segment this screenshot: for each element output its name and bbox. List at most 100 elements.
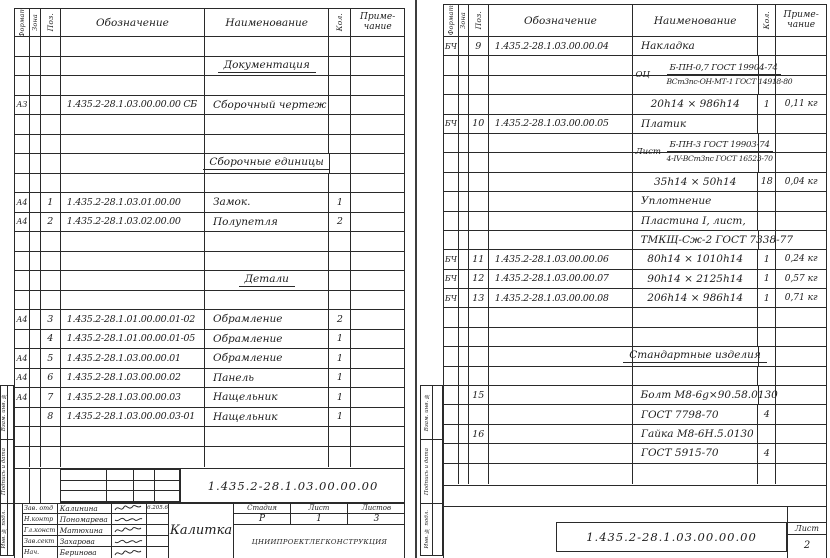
cell-designation xyxy=(61,115,206,134)
frame-line xyxy=(443,486,444,558)
cell-note xyxy=(776,37,826,55)
cell-pos xyxy=(469,95,489,114)
spec-row: Лист 4-IV-ВСт3пс ГОСТ 16523-70 xyxy=(444,147,826,173)
signature-name: Матюхина xyxy=(58,525,113,535)
spec-row xyxy=(15,290,404,310)
cell-zone xyxy=(459,230,469,250)
cell-zone xyxy=(30,290,41,309)
cell-qty xyxy=(758,211,777,230)
cell-note xyxy=(351,369,404,388)
cell-qty: 1 xyxy=(758,269,777,289)
cell-pos xyxy=(469,308,489,327)
header-pos: Поз. xyxy=(41,9,61,36)
spec-row: ГОСТ 7798-70 4 xyxy=(444,405,826,425)
cell-pos: 10 xyxy=(469,114,489,133)
cell-designation xyxy=(489,347,633,366)
cell-format xyxy=(15,290,30,309)
signature-row: Гл.конст Матюхина xyxy=(23,525,168,536)
cell-note xyxy=(776,212,826,230)
cell-name: Лист 4-IV-ВСт3пс ГОСТ 16523-70 xyxy=(633,147,773,172)
cell-note xyxy=(351,427,404,446)
spec-row: 20h14 × 986h14 1 0,11 кг xyxy=(444,95,826,115)
cell-designation: 1.435.2-28.1.03.00.00.08 xyxy=(489,289,634,308)
cell-format xyxy=(444,405,459,424)
cell-zone xyxy=(459,153,469,172)
cell-note xyxy=(776,405,826,423)
header-label: Формат xyxy=(17,9,26,36)
signature-role: Зав. отд xyxy=(23,503,58,513)
cell-designation xyxy=(61,134,206,153)
cell-format xyxy=(15,154,30,173)
cell-note xyxy=(351,115,404,134)
cell-qty: 1 xyxy=(329,349,352,368)
spec-row: А4 3 1.435.2-28.1.01.00.00.01-02 Обрамление… xyxy=(15,310,404,330)
cell-format: А4 xyxy=(15,193,30,212)
cell-designation: 1.435.2-28.1.03.00.00.07 xyxy=(489,269,634,289)
spec-row xyxy=(15,76,404,96)
cell-designation xyxy=(489,386,633,405)
cell-zone xyxy=(459,211,469,230)
spec-row xyxy=(444,327,826,348)
cell-qty xyxy=(329,446,352,467)
header-designation: Обозначение xyxy=(489,5,634,36)
revision-table xyxy=(60,469,180,503)
cell-designation xyxy=(61,232,206,251)
cell-qty xyxy=(329,427,352,446)
cell-pos: 3 xyxy=(41,310,61,329)
cell-pos: 8 xyxy=(41,407,61,426)
cell-pos: 6 xyxy=(41,368,61,387)
cell-qty: 1 xyxy=(329,368,352,387)
signature-scribble xyxy=(112,536,148,546)
spec-row xyxy=(15,134,404,154)
margin-stamp-label: Инв. № подл. xyxy=(1,504,8,555)
spec-row: 4 1.435.2-28.1.01.00.00.01-05 Обрамление 1 xyxy=(15,329,404,349)
header-designation: Обозначение xyxy=(61,9,206,36)
note-header-label: Приме-чание xyxy=(784,10,819,30)
sheets-label: Листов xyxy=(361,504,392,512)
signature-name: Калинина xyxy=(58,503,113,513)
cell-pos xyxy=(41,56,61,75)
cell-format: А4 xyxy=(15,368,30,387)
margin-stamp-label: Инв. № подл. xyxy=(421,504,433,555)
cell-name: ТМКЩ-Сж-2 ГОСТ 7338-77 xyxy=(633,230,793,250)
doc-number: 1.435.2-28.1.03.00.00.00 xyxy=(180,469,405,503)
cell-zone xyxy=(459,308,469,327)
stage-block: Стадия Лист Листов Р 1 3 ЦНИИПРОЕКТЛЕГКО… xyxy=(234,503,405,558)
cell-zone xyxy=(459,133,469,153)
spec-row xyxy=(15,232,404,252)
cell-designation: 1.435.2-28.1.03.00.00.05 xyxy=(489,114,633,133)
cell-note xyxy=(776,367,826,385)
cell-zone xyxy=(30,115,41,134)
cell-qty xyxy=(329,232,352,251)
spec-row: А4 2 1.435.2-28.1.03.02.00.00 Полупетля 2 xyxy=(15,212,404,232)
frame-line xyxy=(40,469,41,503)
cell-name: Нащельник xyxy=(205,407,330,426)
margin-stamp: Взам. инв. № xyxy=(420,385,443,440)
cell-pos xyxy=(469,172,489,192)
signature-scribble xyxy=(112,514,148,524)
cell-pos xyxy=(469,230,489,250)
cell-qty: 1 xyxy=(758,95,777,114)
cell-designation xyxy=(61,271,206,290)
cell-format xyxy=(15,37,30,56)
signature-scribble-icon xyxy=(114,539,143,544)
cell-zone xyxy=(459,250,469,269)
cell-pos xyxy=(41,134,61,153)
spec-row: 8 1.435.2-28.1.03.00.00.03-01 Нащельник 1 xyxy=(15,407,404,427)
material-fraction-denominator: 4-IV-ВСт3пс ГОСТ 16523-70 xyxy=(666,154,773,164)
cell-note xyxy=(351,135,404,154)
header-format: Формат xyxy=(15,9,30,36)
cell-format xyxy=(15,407,30,426)
cell-note xyxy=(776,386,826,404)
margin-stamp-label: Взам. инв. № xyxy=(1,386,8,439)
signature-name: Беринова xyxy=(58,547,113,558)
header-label: Кол. xyxy=(762,11,772,30)
cell-format xyxy=(15,251,30,270)
frame-line xyxy=(14,503,405,504)
spec-row: БЧ 13 1.435.2-28.1.03.00.00.08 206h14 × 986… xyxy=(444,289,826,309)
cell-qty: 1 xyxy=(758,250,777,269)
cell-note xyxy=(351,252,404,271)
cell-name xyxy=(205,427,330,446)
cell-pos: 9 xyxy=(469,37,489,56)
cell-zone xyxy=(30,368,41,387)
